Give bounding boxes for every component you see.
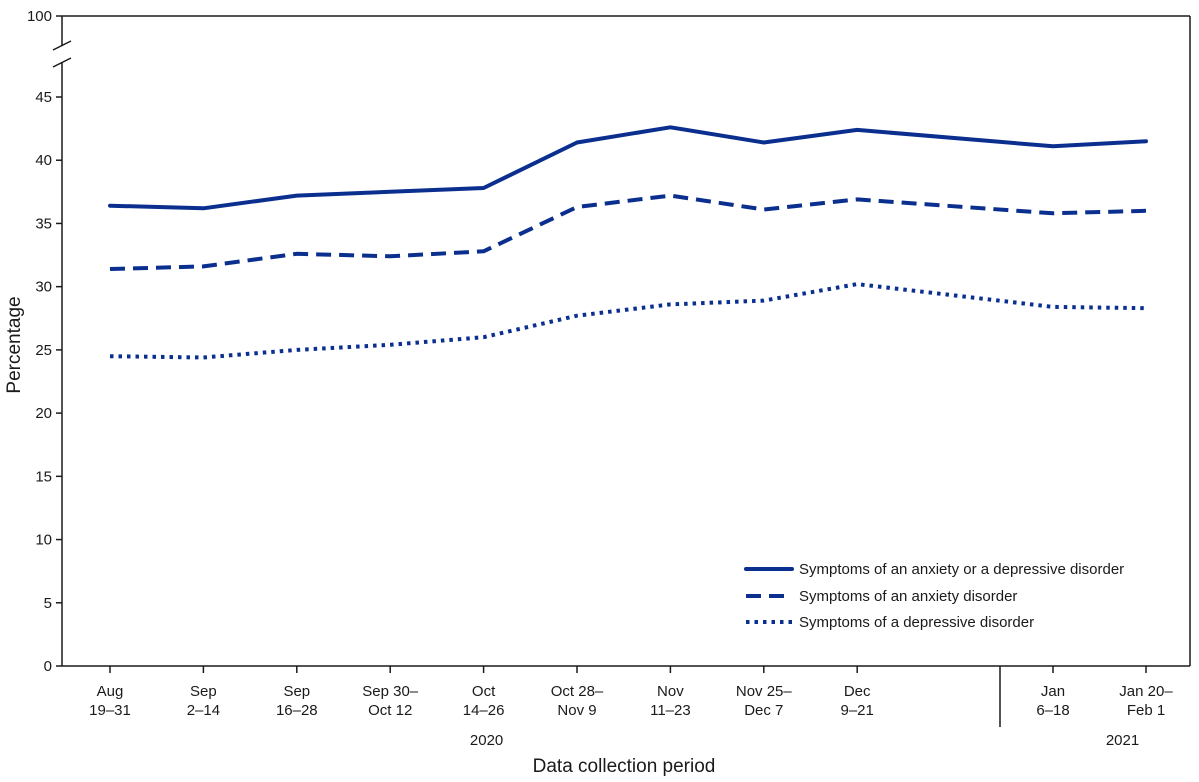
x-tick-label: Dec 9–21 xyxy=(841,683,874,719)
y-tick-label: 10 xyxy=(35,532,52,549)
y-tick-label: 30 xyxy=(35,279,52,296)
x-tick-label: Sep 16–28 xyxy=(276,683,318,719)
x-tick-label: Aug 19–31 xyxy=(89,683,131,719)
series-line-3 xyxy=(109,282,1147,360)
legend-label-1: Symptoms of an anxiety or a depressive d… xyxy=(799,561,1124,578)
y-tick-label: 100 xyxy=(27,8,52,25)
axis-break-mark xyxy=(52,57,72,68)
x-tick-label: Jan 20– Feb 1 xyxy=(1119,683,1173,719)
series-line-1 xyxy=(108,125,1148,211)
legend-label-2: Symptoms of an anxiety disorder xyxy=(799,588,1017,605)
y-tick-label: 40 xyxy=(35,152,52,169)
y-tick-label: 20 xyxy=(35,405,52,422)
x-tick-label: Sep 30– Oct 12 xyxy=(362,683,419,719)
chart-series xyxy=(108,125,1148,360)
chart-legend: Symptoms of an anxiety or a depressive d… xyxy=(744,561,1124,631)
y-tick-label: 45 xyxy=(35,89,52,106)
x-axis-label: Data collection period xyxy=(533,756,716,777)
legend-label-3: Symptoms of a depressive disorder xyxy=(799,614,1034,631)
y-axis-label: Percentage xyxy=(4,296,25,393)
x-tick-label: Sep 2–14 xyxy=(187,683,220,719)
x-tick-label: Nov 11–23 xyxy=(650,683,691,719)
y-tick-label: 15 xyxy=(35,468,52,485)
y-tick-label: 35 xyxy=(35,215,52,232)
x-tick-label: Jan 6–18 xyxy=(1036,683,1069,719)
axis-break-gap xyxy=(52,46,72,62)
year-label: 2021 xyxy=(1106,732,1139,749)
x-tick-label: Oct 28– Nov 9 xyxy=(551,683,604,719)
series-line-2 xyxy=(109,193,1147,271)
y-tick-label: 25 xyxy=(35,342,52,359)
y-tick-label: 0 xyxy=(44,658,52,675)
chart-axes: 100 0 5 10 15 20 25 30 35 40 45 Aug 19–31 Sep 2–14 Sep 1… xyxy=(27,8,1191,749)
x-tick-label: Oct 14–26 xyxy=(463,683,505,719)
x-tick-label: Nov 25– Dec 7 xyxy=(736,683,793,719)
y-tick-label: 5 xyxy=(44,595,52,612)
axis-break-mark xyxy=(52,40,72,51)
year-label: 2020 xyxy=(470,732,503,749)
